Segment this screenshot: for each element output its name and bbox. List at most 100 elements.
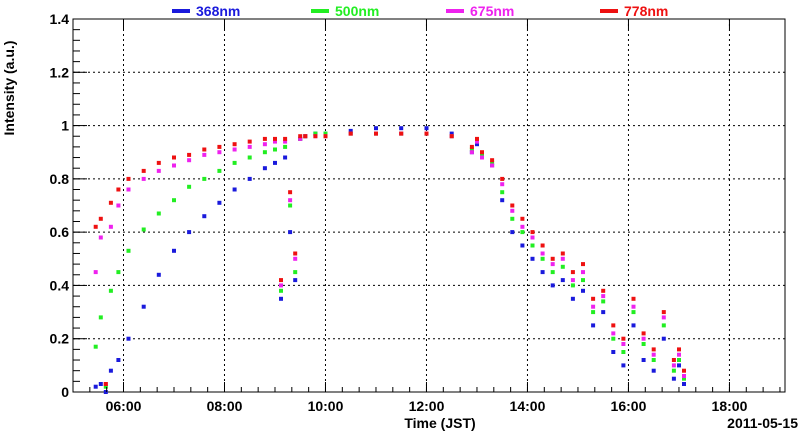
data-point [156,272,161,277]
data-point [469,147,474,152]
data-point [116,203,121,208]
data-point [621,363,626,368]
data-point [288,198,293,203]
data-point [621,342,626,346]
data-point [500,176,505,181]
data-point [98,382,103,386]
data-point [581,278,585,283]
data-point [217,200,222,205]
x-tick-label: 16:00 [611,398,647,414]
data-point [283,136,288,141]
data-point [202,214,207,219]
data-point [601,299,606,304]
data-point [510,216,515,221]
data-point [475,139,479,144]
data-point [530,235,535,240]
data-point [560,264,565,269]
data-point [475,136,479,141]
data-point [661,336,666,341]
data-point [293,256,298,261]
data-point [682,376,686,381]
data-point [293,251,298,256]
data-point [288,230,293,235]
data-point [671,376,676,381]
data-point [631,310,636,315]
data-point [187,230,192,235]
x-tick-label: 06:00 [106,398,142,414]
data-point [187,184,192,189]
data-point [232,142,237,147]
series-368nm [93,126,686,394]
data-point [490,158,495,163]
data-point [570,278,575,283]
data-point [500,182,505,187]
data-point [399,131,404,136]
data-point [641,358,646,362]
data-point [560,251,565,256]
data-point [530,256,535,261]
data-point [141,168,146,173]
data-point [93,270,98,275]
data-point [570,270,575,275]
data-point [217,168,222,173]
data-point [540,251,545,256]
data-point [313,134,318,139]
data-point [621,350,626,354]
x-tick-label: 12:00 [409,398,445,414]
data-point [103,384,108,389]
data-point [490,160,495,165]
data-point [550,256,555,261]
data-point [661,323,666,328]
data-point [374,131,378,136]
data-point [108,224,113,229]
data-point [480,152,484,157]
data-point [550,262,555,267]
data-point [611,331,616,336]
data-point [581,262,585,267]
x-tick-label: 18:00 [712,398,748,414]
data-point [202,147,207,152]
y-tick-label: 1.4 [50,11,70,27]
data-point [108,368,113,373]
data-point [510,203,515,208]
data-point [172,198,176,203]
data-point [682,374,686,378]
data-point [424,126,429,131]
data-point [273,136,277,141]
data-point [116,187,121,192]
data-point [550,270,555,275]
data-point [500,190,505,195]
data-point [262,150,267,155]
y-tick-label: 0 [61,384,69,400]
y-axis-title: Intensity (a.u.) [1,41,17,136]
data-point [98,235,103,240]
data-point [141,227,146,232]
data-point [399,126,404,131]
data-point [677,347,681,352]
data-point [247,139,252,144]
data-point [313,131,318,136]
data-point [283,139,288,144]
data-point [631,304,636,309]
data-point [126,248,131,253]
data-point [677,352,681,357]
data-point [611,350,616,354]
data-point [682,382,686,386]
data-point [631,323,636,328]
data-point [520,224,525,229]
data-point [591,323,596,328]
data-point [560,256,565,261]
data-point [651,368,656,373]
data-point [279,296,283,301]
y-tick-label: 0.4 [50,277,70,293]
y-tick-label: 0.8 [50,171,70,187]
data-point [98,216,103,221]
data-point [540,243,545,248]
data-point [293,270,298,275]
legend-label: 778nm [624,3,668,19]
data-point [187,158,192,163]
data-point [323,131,328,136]
data-point [641,336,646,341]
data-point [217,144,222,149]
